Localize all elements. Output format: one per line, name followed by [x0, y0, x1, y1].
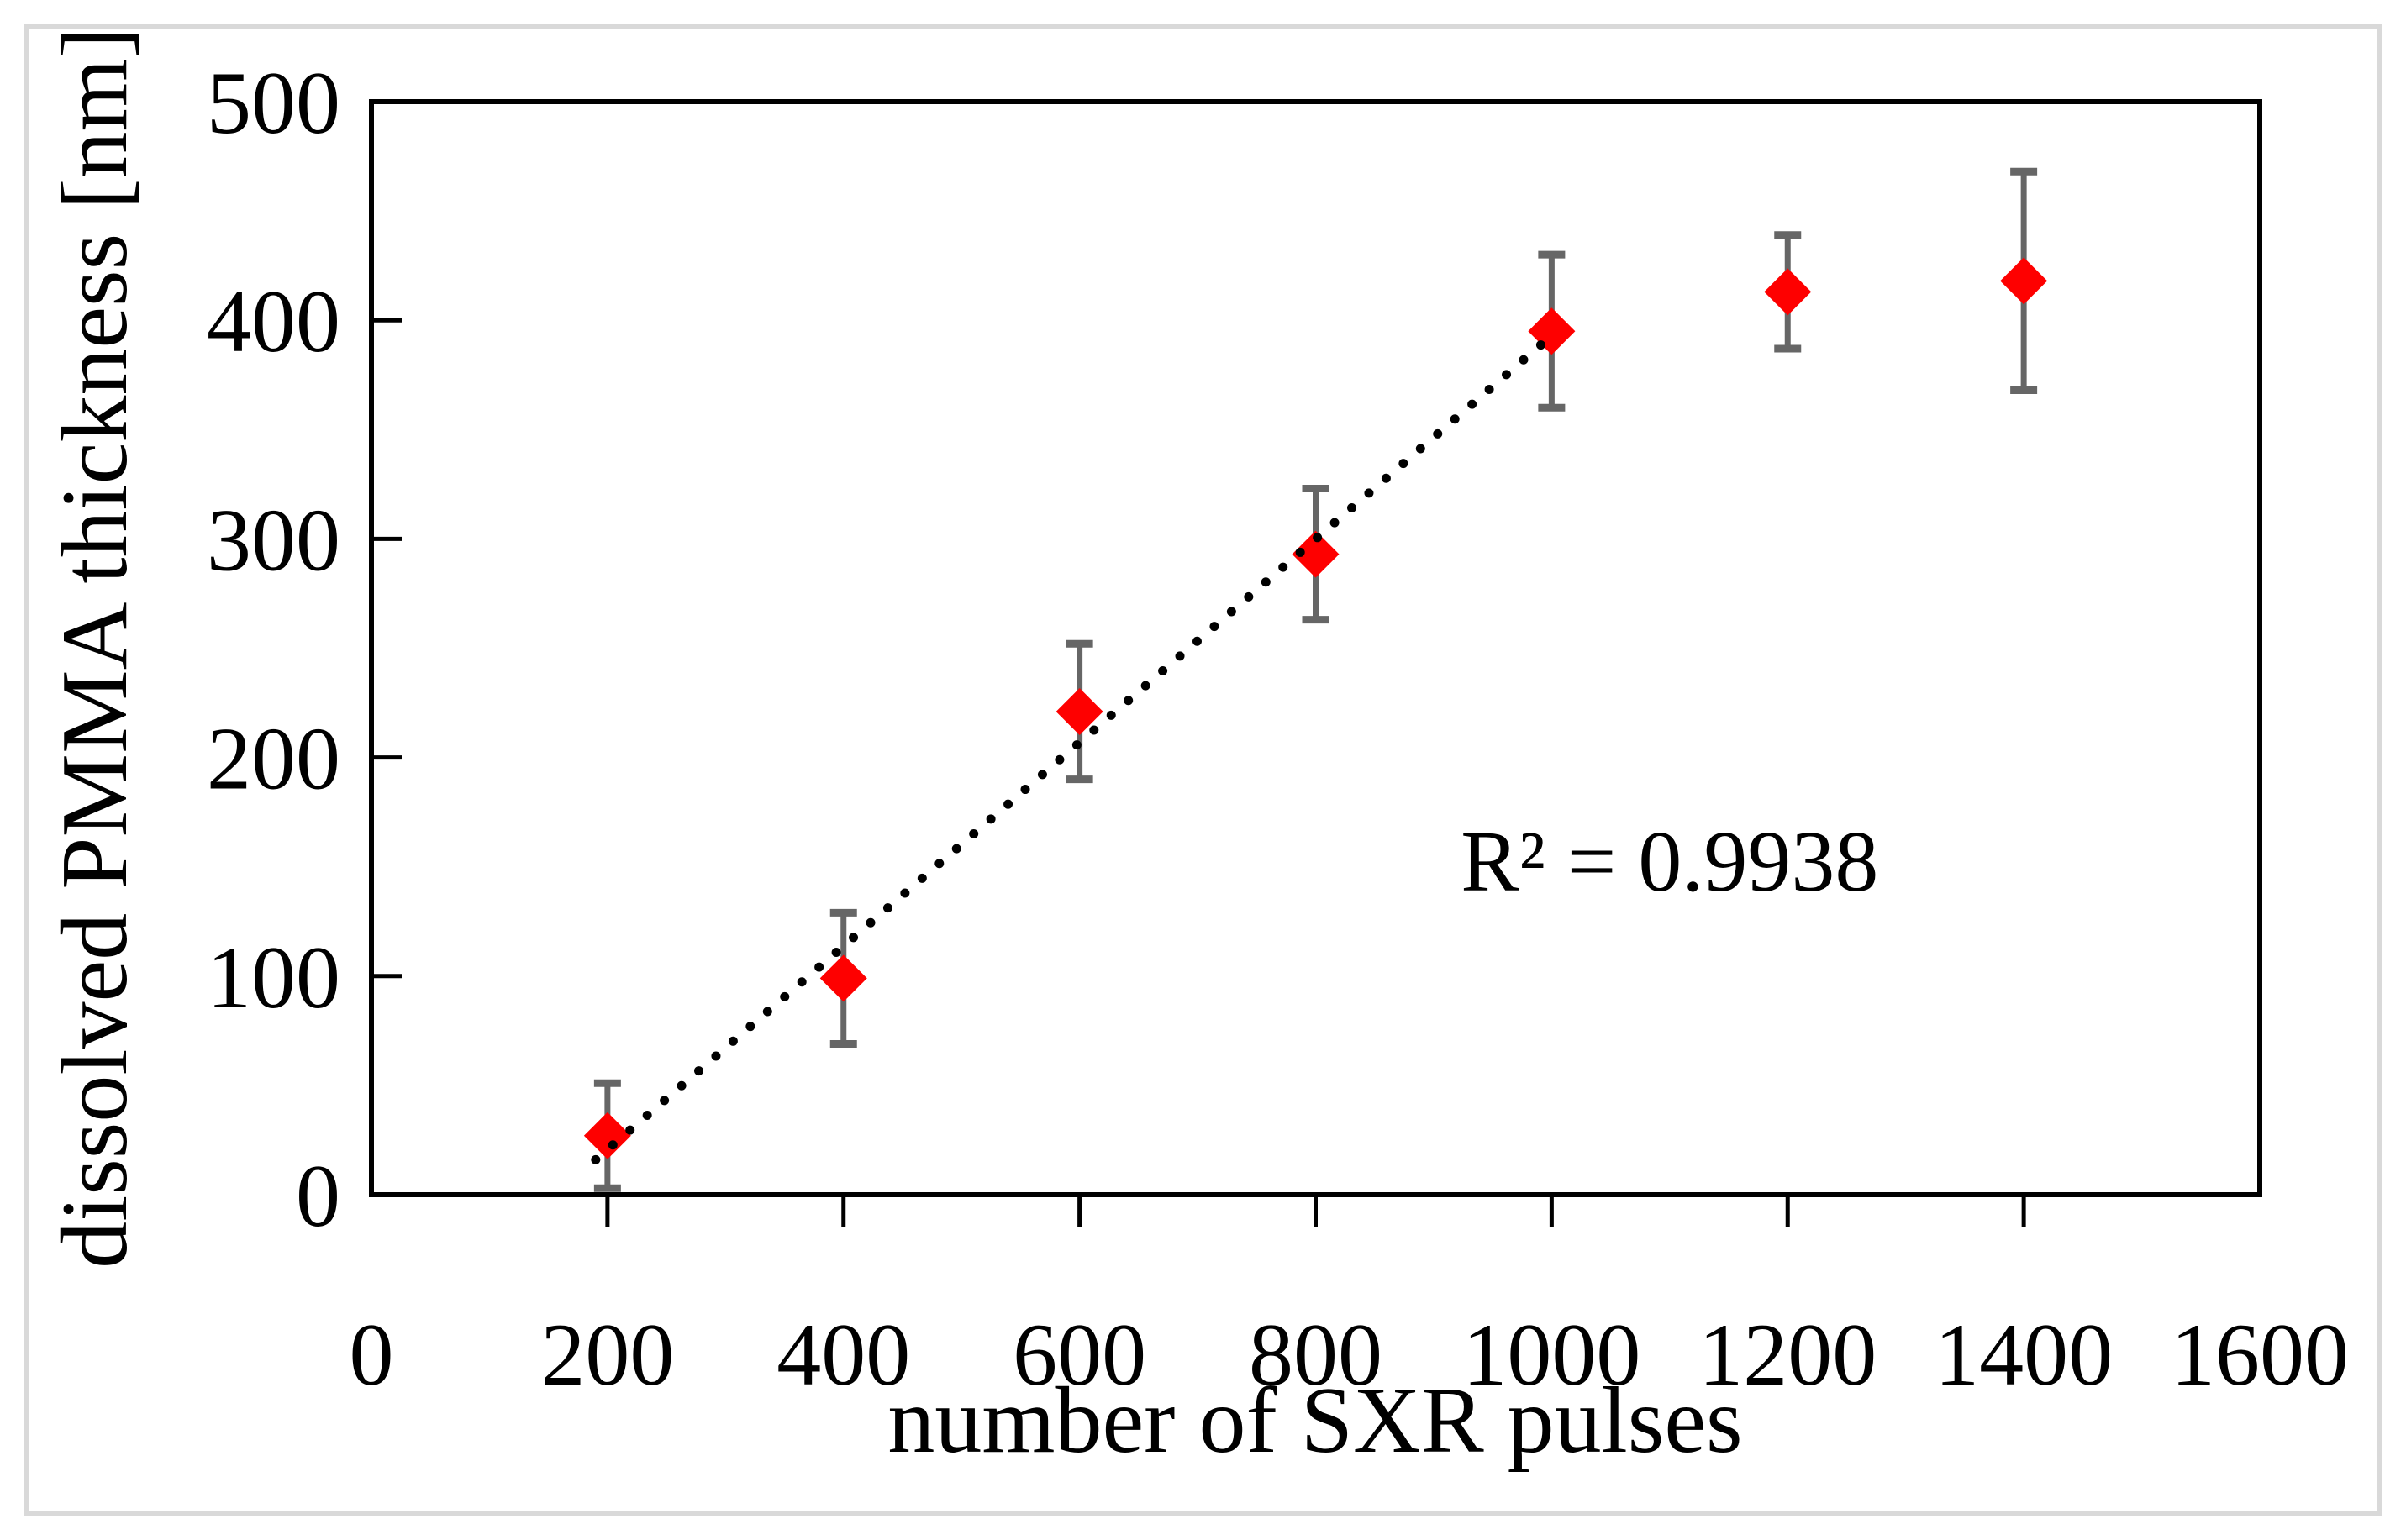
x-tick-label: 1000: [1462, 1306, 1640, 1404]
x-tick-label: 800: [1249, 1306, 1382, 1404]
y-tick-label: 300: [207, 491, 340, 589]
data-point: [583, 1112, 631, 1159]
x-tick-label: 1200: [1698, 1306, 1877, 1404]
x-tick-label: 600: [1013, 1306, 1146, 1404]
data-point: [1764, 268, 1812, 316]
data-point: [1056, 687, 1103, 735]
data-point: [1292, 530, 1340, 578]
y-tick-label: 0: [296, 1147, 340, 1245]
r-squared-annotation: R² = 0.9938: [1461, 813, 1878, 910]
data-point: [2000, 257, 2048, 305]
x-tick-label: 0: [350, 1306, 394, 1404]
x-tick-label: 1400: [1935, 1306, 2113, 1404]
figure-frame: [24, 24, 2382, 1516]
data-point: [1528, 307, 1576, 355]
x-axis-title: number of SXR pulses: [887, 1369, 1742, 1473]
x-tick-label: 1600: [2171, 1306, 2349, 1404]
y-tick-label: 400: [207, 272, 340, 371]
plot-area: [369, 99, 2262, 1197]
x-tick-label: 400: [777, 1306, 910, 1404]
y-tick-label: 100: [207, 928, 340, 1027]
trendline: [591, 330, 1556, 1164]
y-tick-label: 500: [207, 54, 340, 152]
y-tick-label: 200: [207, 710, 340, 808]
y-axis-title: dissolved PMMA thickness [nm]: [43, 27, 147, 1269]
data-point: [819, 954, 867, 1002]
x-tick-label: 200: [540, 1306, 674, 1404]
